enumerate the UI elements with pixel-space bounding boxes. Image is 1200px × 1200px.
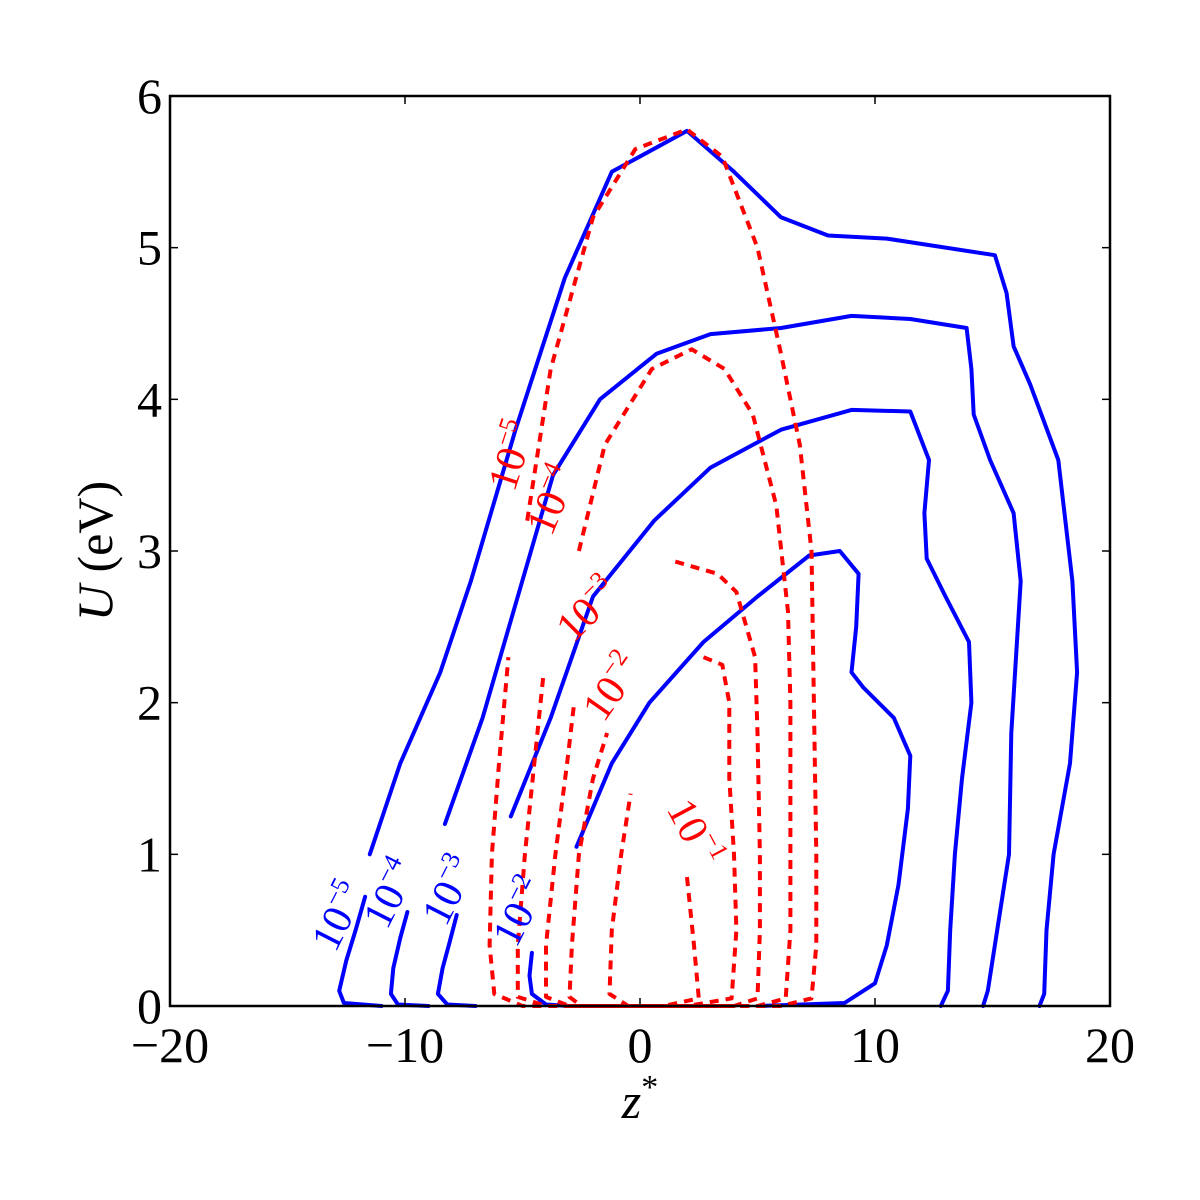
y-tick-label-1: 1 [137, 826, 162, 882]
y-tick-label-0: 0 [137, 978, 162, 1034]
blue-solid-contour-4 [337, 894, 384, 1008]
red-dashed-contour-1 [515, 347, 793, 1008]
red-dashed-contour-2 [544, 559, 762, 1008]
x-tick-label-4: 20 [1085, 1017, 1135, 1073]
x-tick-label-0: −20 [131, 1017, 209, 1073]
x-tick-label-3: 10 [850, 1017, 900, 1073]
blue-solid-contour-0 [367, 128, 1080, 1008]
y-tick-label-5: 5 [137, 220, 162, 276]
y-tick-label-3: 3 [137, 523, 162, 579]
y-tick-label-4: 4 [137, 371, 162, 427]
y-axis-label: U (eV) [67, 481, 123, 621]
red-dashed-contour-3 [567, 655, 739, 1008]
x-tick-label-2: 0 [628, 1017, 653, 1073]
y-tick-label-6: 6 [137, 68, 162, 124]
x-axis-label-main: z [621, 1073, 641, 1129]
x-axis-label-sup: * [641, 1069, 658, 1106]
red-dashed-contour-0 [487, 127, 819, 1008]
y-tick-label-2: 2 [137, 675, 162, 731]
x-tick-label-1: −10 [366, 1017, 444, 1073]
blue-solid-contour-2 [508, 407, 974, 1008]
blue-solid-contour-1 [442, 313, 1023, 1008]
y-axis-label-rest: (eV) [67, 481, 123, 585]
plot-background [170, 96, 1110, 1006]
blue-solid-contour-3 [574, 549, 913, 1008]
contour-lines [337, 127, 1080, 1008]
y-axis-label-italic: U [67, 582, 123, 621]
x-axis-label: z* [621, 1069, 658, 1129]
axis-ticks: −20 −10 0 10 20 0 1 2 3 4 5 6 [131, 68, 1135, 1073]
